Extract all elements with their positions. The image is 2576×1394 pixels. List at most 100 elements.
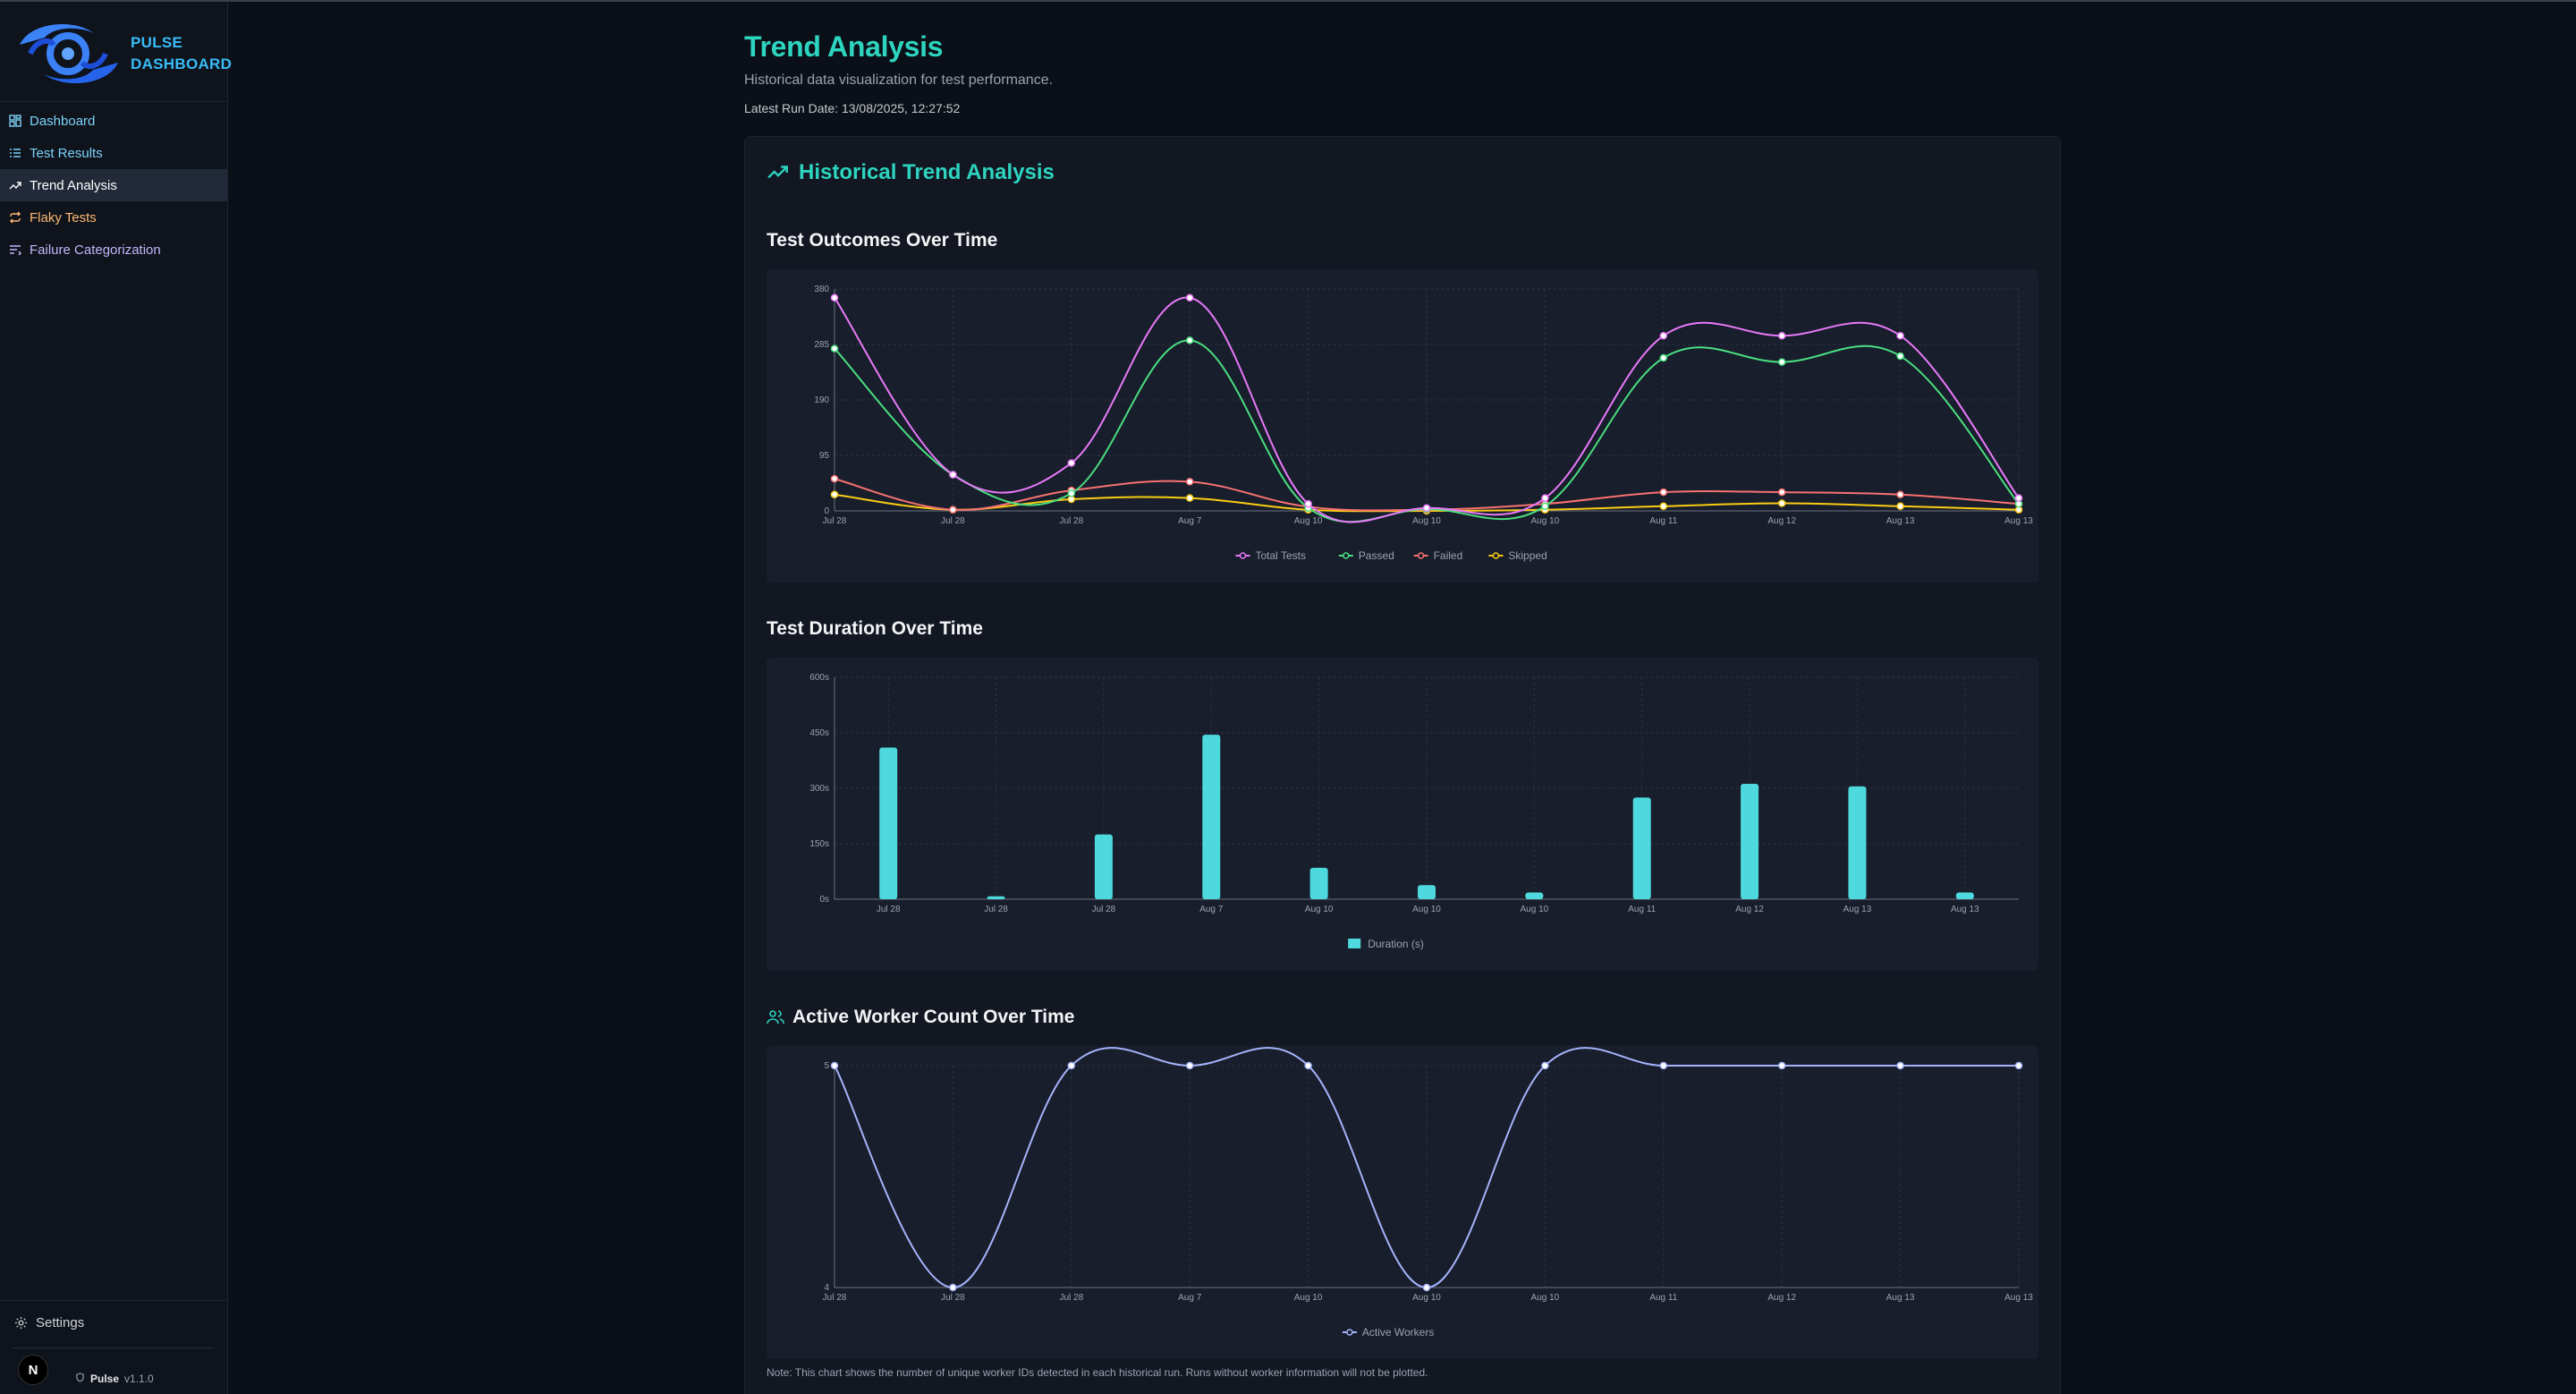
- data-point: [1067, 489, 1076, 497]
- y-tick-label: 190: [814, 395, 829, 405]
- page-title: Trend Analysis: [744, 30, 944, 63]
- outcomes-chart[interactable]: 0 95 190 285 380 Jul 28 Jul 28 Jul 28 Aug 7 Aug 1…: [767, 269, 2038, 582]
- settings-button[interactable]: Settings: [14, 1315, 84, 1330]
- historical-trend-card: Historical Trend Analysis Test Outcomes …: [744, 136, 2061, 1394]
- data-point: [1304, 1061, 1312, 1070]
- trend-icon: [767, 161, 790, 184]
- data-point: [1896, 1061, 1904, 1070]
- workers-chart-svg: 4 5 Jul 28 Jul 28 Jul 28 Aug 7 Aug 10 Aug 10 Aug…: [823, 1047, 2033, 1339]
- data-point: [1659, 353, 1668, 362]
- pulse-logo-icon: [20, 23, 118, 84]
- legend-label: Passed: [1359, 549, 1394, 562]
- main-content: Trend Analysis Historical data visualiza…: [744, 30, 2061, 1394]
- data-point: [2014, 494, 2023, 502]
- y-tick-label: 300s: [809, 784, 829, 794]
- data-point: [1777, 331, 1786, 340]
- x-tick-label: Aug 10: [1294, 516, 1323, 526]
- sidebar-item-label: Test Results: [30, 145, 103, 161]
- data-point: [1541, 494, 1549, 502]
- legend-swatch: [1348, 939, 1361, 948]
- sidebar-item-test-results[interactable]: Test Results: [0, 137, 227, 169]
- brand[interactable]: PULSE DASHBOARD: [0, 2, 232, 102]
- y-tick-label: 4: [824, 1283, 829, 1293]
- x-tick-label: Aug 11: [1628, 905, 1656, 914]
- brand-line-1: PULSE: [131, 34, 183, 51]
- outcomes-title: Test Outcomes Over Time: [767, 230, 998, 251]
- x-tick-label: Jul 28: [1092, 905, 1116, 914]
- data-point: [1896, 490, 1904, 498]
- y-tick-label: 5: [824, 1061, 829, 1071]
- gear-icon: [14, 1316, 28, 1330]
- data-point: [1896, 331, 1904, 340]
- card-title-text: Historical Trend Analysis: [799, 160, 1055, 184]
- x-tick-label: Jul 28: [877, 905, 901, 914]
- bar: [1309, 867, 1328, 899]
- data-point: [1185, 1061, 1194, 1070]
- bar: [1525, 892, 1544, 899]
- bar: [1202, 735, 1221, 899]
- x-tick-label: Aug 7: [1178, 1293, 1202, 1303]
- card-title: Historical Trend Analysis: [767, 160, 1055, 185]
- x-tick-label: Aug 12: [1767, 516, 1796, 526]
- divider: [13, 1347, 215, 1348]
- avatar[interactable]: N: [18, 1355, 48, 1385]
- data-point: [830, 490, 839, 498]
- x-tick-label: Jul 28: [941, 1293, 965, 1303]
- sidebar-footer: Settings N Pulse v1.1.0: [0, 1300, 227, 1394]
- sidebar-item-dashboard[interactable]: Dashboard: [0, 105, 227, 137]
- bar: [1094, 834, 1113, 899]
- y-tick-label: 450s: [809, 728, 829, 738]
- bar: [879, 747, 898, 899]
- bar: [1418, 885, 1436, 899]
- legend-marker: [1239, 552, 1247, 559]
- x-tick-label: Aug 13: [2004, 1293, 2033, 1303]
- x-tick-label: Jul 28: [823, 1293, 847, 1303]
- series-line: [834, 296, 2020, 523]
- y-tick-label: 150s: [809, 839, 829, 849]
- data-point: [1185, 478, 1194, 486]
- data-point: [1541, 1061, 1549, 1070]
- workers-title: Active Worker Count Over Time: [767, 1007, 1074, 1028]
- data-point: [1659, 331, 1668, 340]
- y-tick-label: 285: [814, 340, 829, 350]
- data-point: [1185, 494, 1194, 502]
- y-tick-label: 600s: [809, 673, 829, 683]
- sidebar-item-label: Flaky Tests: [30, 209, 97, 225]
- x-tick-label: Aug 10: [1294, 1293, 1323, 1303]
- data-point: [1777, 358, 1786, 366]
- sidebar-item-label: Failure Categorization: [30, 242, 161, 258]
- data-point: [1185, 293, 1194, 302]
- sidebar-item-flaky-tests[interactable]: Flaky Tests: [0, 201, 227, 234]
- settings-label: Settings: [36, 1315, 85, 1330]
- sidebar-item-label: Dashboard: [30, 113, 96, 129]
- y-tick-label: 0: [824, 506, 829, 516]
- sidebar-item-trend-analysis[interactable]: Trend Analysis: [0, 169, 227, 201]
- workers-chart[interactable]: 4 5 Jul 28 Jul 28 Jul 28 Aug 7 Aug 10 Aug 10 Aug…: [767, 1046, 2038, 1359]
- duration-chart[interactable]: 0s 150s 300s 450s 600s Jul 28 Jul 28 Jul 28 Aug …: [767, 658, 2038, 971]
- duration-title: Test Duration Over Time: [767, 618, 983, 639]
- legend-label: Total Tests: [1256, 549, 1306, 562]
- x-tick-label: Aug 10: [1412, 516, 1441, 526]
- workers-note: Note: This chart shows the number of uni…: [767, 1366, 1428, 1379]
- brand-line-2: DASHBOARD: [131, 55, 233, 72]
- legend-label: Active Workers: [1362, 1326, 1434, 1339]
- sidebar-item-failure-categorization[interactable]: Failure Categorization: [0, 234, 227, 266]
- legend-label: Skipped: [1508, 549, 1546, 562]
- data-point: [1067, 1061, 1076, 1070]
- trend-icon: [9, 179, 21, 191]
- data-point: [1659, 502, 1668, 511]
- list-icon: [9, 147, 21, 159]
- legend-marker: [1346, 1329, 1353, 1336]
- x-tick-label: Aug 12: [1735, 905, 1764, 914]
- filter-list-icon: [9, 243, 21, 256]
- data-point: [1777, 1061, 1786, 1070]
- repeat-icon: [9, 211, 21, 224]
- data-point: [830, 474, 839, 483]
- x-tick-label: Aug 7: [1178, 516, 1202, 526]
- outcomes-chart-svg: 0 95 190 285 380 Jul 28 Jul 28 Jul 28 Aug 7 Aug 1…: [814, 285, 2033, 562]
- legend-label: Failed: [1434, 549, 1463, 562]
- data-point: [830, 293, 839, 302]
- x-tick-label: Jul 28: [823, 516, 847, 526]
- x-tick-label: Aug 13: [1843, 905, 1872, 914]
- data-point: [1777, 499, 1786, 507]
